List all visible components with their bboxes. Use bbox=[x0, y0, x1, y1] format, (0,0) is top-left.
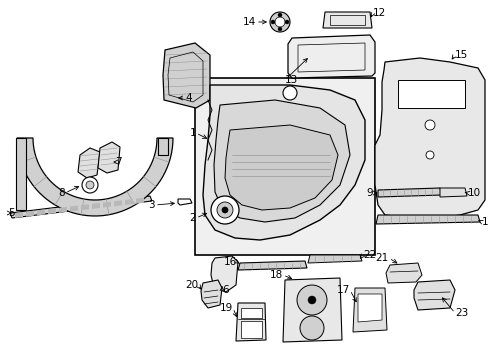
Text: 12: 12 bbox=[372, 8, 386, 18]
Circle shape bbox=[425, 151, 433, 159]
Polygon shape bbox=[70, 206, 78, 211]
Polygon shape bbox=[283, 278, 341, 342]
Text: 15: 15 bbox=[454, 50, 468, 60]
Circle shape bbox=[210, 196, 239, 224]
Circle shape bbox=[307, 296, 315, 304]
Text: 5: 5 bbox=[8, 208, 15, 218]
Polygon shape bbox=[375, 215, 479, 224]
Polygon shape bbox=[241, 321, 262, 338]
Text: 6: 6 bbox=[222, 285, 228, 295]
Text: 4: 4 bbox=[184, 93, 191, 103]
Polygon shape bbox=[323, 12, 371, 28]
Polygon shape bbox=[201, 280, 222, 308]
Circle shape bbox=[296, 285, 326, 315]
Circle shape bbox=[299, 316, 324, 340]
Polygon shape bbox=[238, 261, 306, 270]
Text: 3: 3 bbox=[148, 200, 155, 210]
Polygon shape bbox=[385, 263, 421, 283]
Polygon shape bbox=[210, 256, 238, 292]
Text: 21: 21 bbox=[375, 253, 388, 263]
Circle shape bbox=[278, 13, 282, 17]
Polygon shape bbox=[178, 199, 192, 205]
Polygon shape bbox=[195, 78, 374, 255]
Polygon shape bbox=[397, 80, 464, 108]
Circle shape bbox=[217, 202, 232, 218]
Text: 23: 23 bbox=[454, 308, 468, 318]
Circle shape bbox=[424, 120, 434, 130]
Polygon shape bbox=[163, 43, 209, 108]
Polygon shape bbox=[26, 211, 34, 217]
Polygon shape bbox=[287, 35, 374, 78]
Text: 1: 1 bbox=[189, 128, 196, 138]
Polygon shape bbox=[203, 85, 364, 240]
Circle shape bbox=[270, 20, 274, 24]
Polygon shape bbox=[48, 208, 56, 214]
Polygon shape bbox=[16, 138, 26, 210]
Polygon shape bbox=[158, 138, 168, 155]
Polygon shape bbox=[78, 148, 100, 178]
Text: 9: 9 bbox=[366, 188, 372, 198]
Text: 8: 8 bbox=[58, 188, 65, 198]
Polygon shape bbox=[15, 212, 23, 218]
Polygon shape bbox=[374, 58, 484, 218]
Polygon shape bbox=[307, 255, 361, 263]
Circle shape bbox=[274, 17, 285, 27]
Polygon shape bbox=[125, 199, 133, 205]
Polygon shape bbox=[357, 294, 381, 322]
Text: 13: 13 bbox=[285, 75, 298, 85]
Polygon shape bbox=[37, 210, 45, 215]
Text: 7: 7 bbox=[115, 157, 122, 167]
Polygon shape bbox=[439, 188, 466, 197]
Circle shape bbox=[86, 181, 94, 189]
Text: 10: 10 bbox=[467, 188, 480, 198]
Text: 18: 18 bbox=[269, 270, 283, 280]
Polygon shape bbox=[17, 138, 173, 216]
Text: 16: 16 bbox=[224, 257, 237, 267]
Circle shape bbox=[269, 12, 289, 32]
Text: 11: 11 bbox=[481, 217, 488, 227]
Text: 20: 20 bbox=[184, 280, 198, 290]
Text: 2: 2 bbox=[189, 213, 196, 223]
Polygon shape bbox=[92, 203, 100, 209]
Polygon shape bbox=[98, 142, 120, 173]
Polygon shape bbox=[377, 188, 441, 197]
Polygon shape bbox=[136, 198, 143, 204]
Polygon shape bbox=[413, 280, 454, 310]
Text: 14: 14 bbox=[242, 17, 256, 27]
Polygon shape bbox=[241, 308, 262, 318]
Polygon shape bbox=[224, 125, 337, 210]
Text: 17: 17 bbox=[336, 285, 349, 295]
Polygon shape bbox=[10, 196, 152, 218]
Polygon shape bbox=[81, 204, 89, 210]
Circle shape bbox=[222, 207, 227, 213]
Circle shape bbox=[278, 27, 282, 31]
Polygon shape bbox=[59, 207, 67, 213]
Circle shape bbox=[283, 86, 296, 100]
Circle shape bbox=[82, 177, 98, 193]
Polygon shape bbox=[114, 200, 122, 206]
Circle shape bbox=[285, 20, 288, 24]
Polygon shape bbox=[352, 288, 386, 332]
Polygon shape bbox=[236, 303, 265, 341]
Polygon shape bbox=[103, 202, 111, 208]
Text: 19: 19 bbox=[219, 303, 232, 313]
Text: 22: 22 bbox=[362, 250, 375, 260]
Polygon shape bbox=[214, 100, 349, 222]
